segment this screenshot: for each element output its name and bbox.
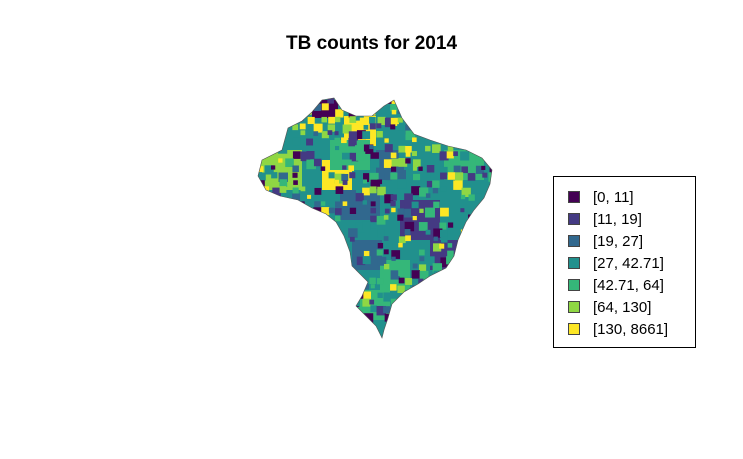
legend-swatch (568, 279, 580, 291)
legend-swatch (568, 213, 580, 225)
legend-item: [11, 19] (568, 210, 642, 228)
legend-label: [64, 130] (593, 298, 652, 316)
legend-item: [27, 42.71] (568, 254, 664, 272)
legend-label: [19, 27] (593, 232, 644, 250)
legend-swatch (568, 301, 580, 313)
legend-swatch (568, 257, 580, 269)
legend-item: [64, 130] (568, 298, 652, 316)
legend-item: [42.71, 64] (568, 276, 664, 294)
legend: [0, 11] [11, 19] [19, 27] [27, 42.71] [4… (553, 176, 696, 348)
legend-swatch (568, 235, 580, 247)
legend-item: [0, 11] (568, 188, 634, 206)
legend-label: [0, 11] (593, 188, 634, 206)
legend-label: [11, 19] (593, 210, 642, 228)
legend-item: [19, 27] (568, 232, 644, 250)
legend-label: [42.71, 64] (593, 276, 664, 294)
legend-swatch (568, 323, 580, 335)
legend-swatch (568, 191, 580, 203)
legend-label: [27, 42.71] (593, 254, 664, 272)
chart-title: TB counts for 2014 (285, 33, 458, 54)
legend-item: [130, 8661] (568, 320, 669, 338)
legend-label: [130, 8661] (593, 320, 669, 338)
